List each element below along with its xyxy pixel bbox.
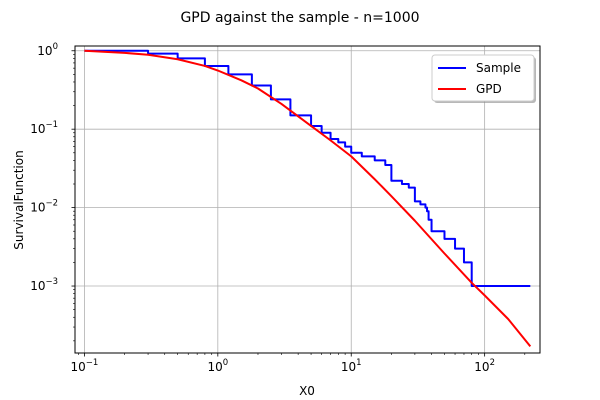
- legend-label-sample: Sample: [476, 61, 521, 75]
- chart-title: GPD against the sample - n=1000: [180, 10, 419, 26]
- y-axis-label: SurvivalFunction: [12, 150, 26, 249]
- plot-frame: [74, 45, 541, 354]
- x-tick-label-1: 100: [207, 358, 228, 374]
- series-line-gpd: [84, 49, 532, 348]
- x-tick-label-0: 10−1: [71, 358, 99, 374]
- y-tick-label-3: 100: [37, 42, 58, 58]
- plot-series: [84, 49, 532, 348]
- legend-label-gpd: GPD: [476, 82, 502, 96]
- axis-ticks: 10−1 100 101 102 10−3 10−2 10−1 100: [30, 42, 526, 374]
- legend: Sample GPD: [431, 54, 536, 103]
- y-tick-label-0: 10−3: [30, 277, 58, 293]
- x-axis-label: X0: [299, 384, 315, 398]
- y-tick-label-2: 10−1: [30, 120, 58, 136]
- x-tick-label-2: 101: [341, 358, 362, 374]
- y-tick-label-1: 10−2: [30, 199, 58, 215]
- x-tick-label-3: 102: [474, 358, 495, 374]
